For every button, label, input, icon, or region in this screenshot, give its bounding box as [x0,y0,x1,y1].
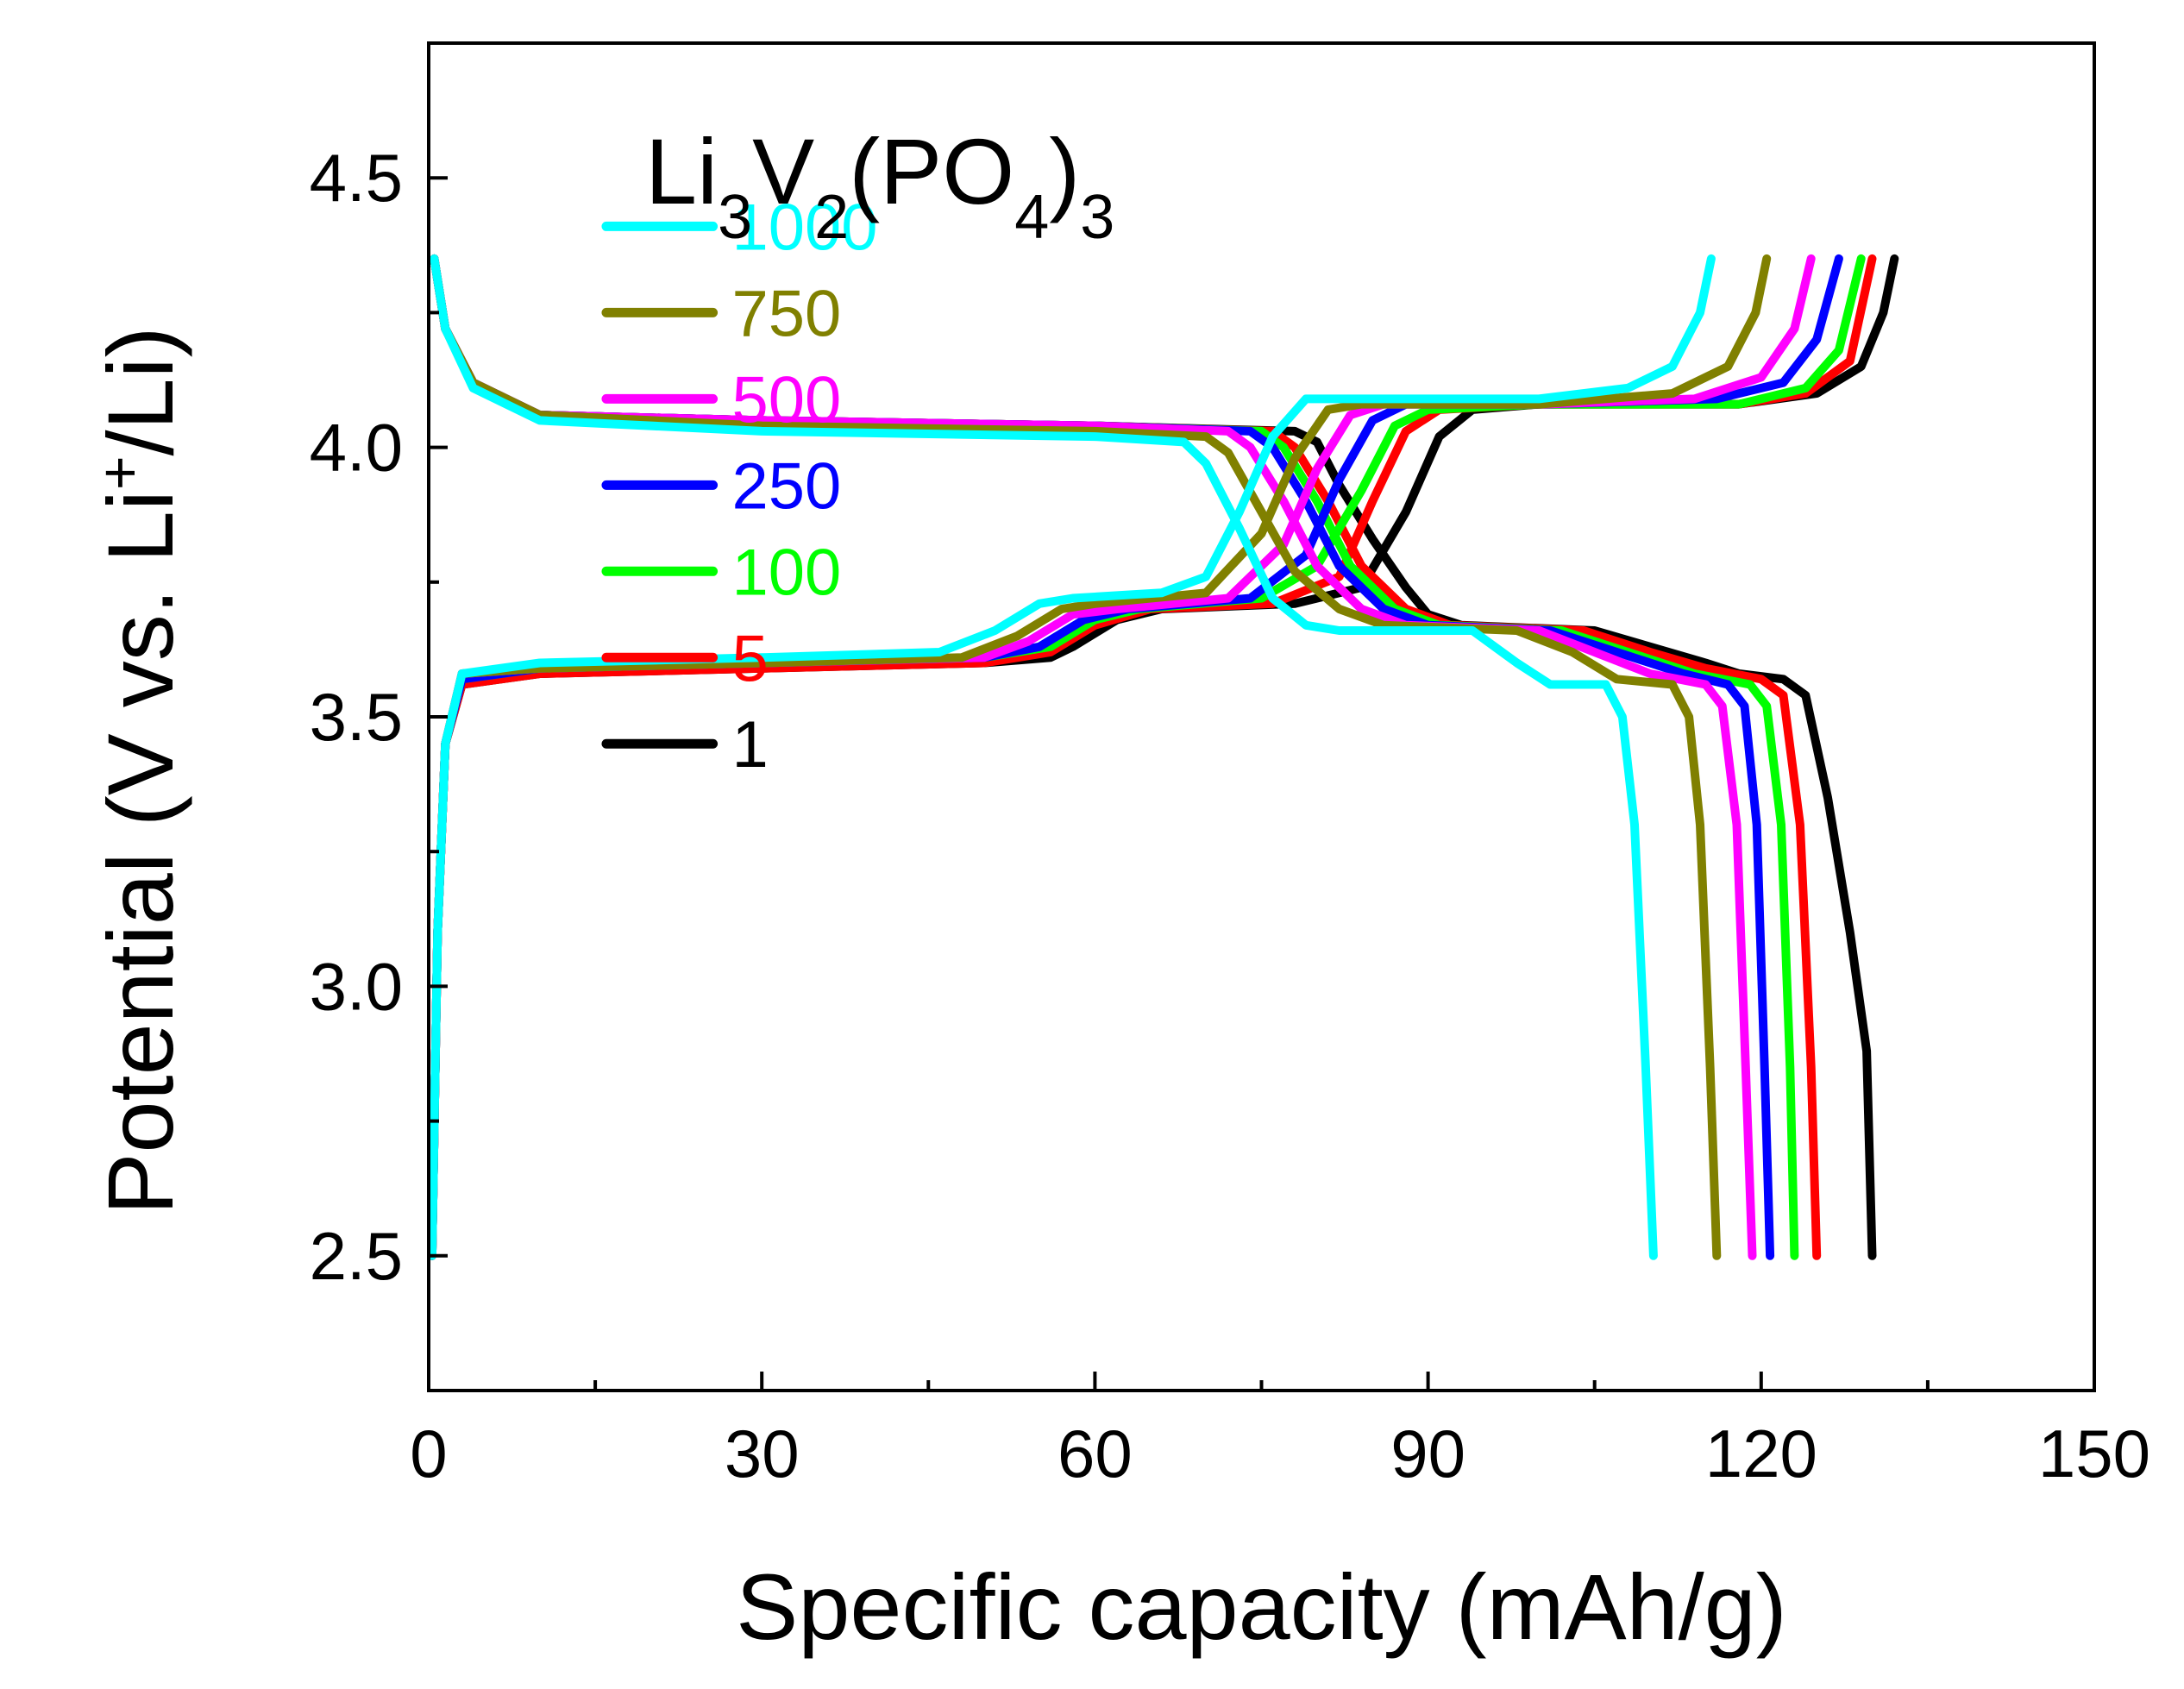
y-axis-title: Potential (V vs. Li+/Li) [87,326,192,1215]
series-750-discharge-line [430,254,1722,1260]
y-tick-label: 3.0 [310,948,403,1024]
y-tick-label: 4.0 [310,410,403,486]
plot-frame [427,41,2096,1392]
x-tick-label: 30 [725,1416,800,1491]
chart-title-part: ) [1049,119,1080,223]
x-tick-label: 90 [1390,1416,1465,1491]
ticks: 0 30 60 90 120 150 2.5 3.0 3.5 4.0 4.5 [310,41,2150,1491]
series-1000-charge-line [427,254,1716,1260]
legend-label-1000: 1000 [731,191,877,264]
y-tick-label: 4.5 [310,140,403,216]
x-tick-label: 60 [1057,1416,1133,1491]
x-tick-label: 0 [410,1416,447,1491]
plot-lines [427,254,1899,1260]
y-axis-title-post: /Li) [88,326,192,455]
chart-title-part: Li [645,119,718,223]
y-axis-title-pre: Potential (V vs. Li [88,490,192,1215]
chart-title-subscript: 3 [1080,183,1114,252]
chart-title-part: V [752,119,814,223]
legend-label-1: 1 [731,708,768,782]
series-1000-discharge-line [430,254,1658,1260]
chart-title-part: (PO [849,119,1014,223]
chart-title-subscript: 4 [1014,183,1049,252]
y-tick-label: 3.5 [310,679,403,755]
y-tick-label: 2.5 [310,1218,403,1294]
chart-title: Li3V2(PO4)3 [645,119,1114,252]
legend-label-5: 5 [731,622,768,695]
x-tick-label: 120 [1705,1416,1817,1491]
chart-title-subscript: 2 [814,183,849,252]
legend: 1 5 100 250 500 750 1000 [601,191,878,782]
chart-title-subscript: 3 [718,183,752,252]
legend-label-500: 500 [731,363,841,436]
legend-label-750: 750 [731,277,841,350]
legend-label-250: 250 [731,449,841,523]
x-axis-title: Specific capacity (mAh/g) [736,1554,1786,1659]
y-axis-title-sup: + [87,455,153,490]
legend-label-100: 100 [731,536,841,609]
x-tick-label: 150 [2038,1416,2150,1491]
